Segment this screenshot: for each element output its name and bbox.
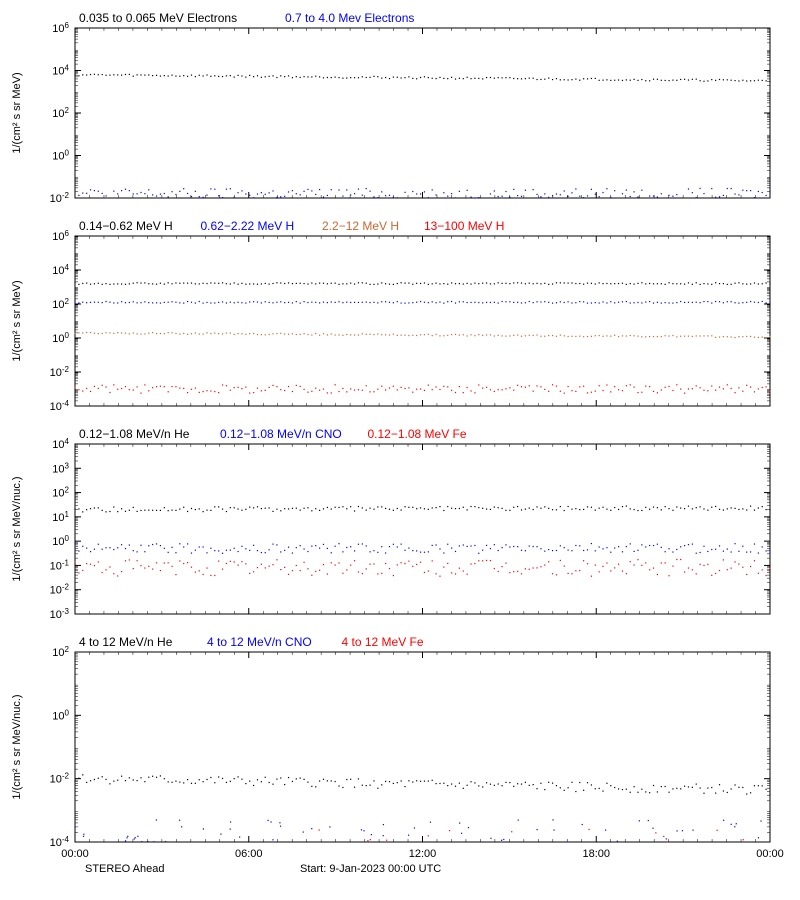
y-tick-label: 100	[52, 331, 69, 346]
y-axis-label: 1/(cm² s sr MeV/nuc.)	[11, 694, 23, 799]
y-axis-label: 1/(cm² s sr MeV)	[11, 280, 23, 361]
footer-center: Start: 9-Jan-2023 00:00 UTC	[300, 863, 441, 875]
legend-label: 0.12−1.08 MeV Fe	[368, 427, 467, 441]
x-tick-label: 12:00	[409, 848, 437, 860]
legend-label: 0.035 to 0.065 MeV Electrons	[79, 11, 237, 25]
legend-label: 4 to 12 MeV/n CNO	[207, 635, 312, 649]
y-tick-label: 104	[52, 63, 69, 78]
panel-frame	[75, 28, 770, 198]
y-tick-label: 106	[52, 229, 69, 244]
legend-label: 0.12−1.08 MeV/n He	[79, 427, 190, 441]
y-tick-label: 10-2	[50, 365, 70, 380]
series-group	[74, 774, 770, 842]
y-tick-label: 106	[52, 21, 69, 36]
y-tick-label: 104	[52, 263, 69, 278]
y-tick-label: 10-4	[50, 835, 70, 850]
y-tick-label: 100	[52, 534, 69, 549]
series-group	[74, 74, 770, 199]
legend-label: 0.14−0.62 MeV H	[79, 219, 173, 233]
legend-label: 13−100 MeV H	[424, 219, 504, 233]
legend-label: 0.62−2.22 MeV H	[201, 219, 295, 233]
x-tick-label: 06:00	[235, 848, 263, 860]
y-tick-label: 102	[52, 106, 69, 121]
panel-frame	[75, 444, 770, 614]
y-axis-label: 1/(cm² s sr MeV)	[11, 72, 23, 153]
y-tick-label: 10-2	[50, 191, 70, 206]
y-tick-label: 10-1	[50, 558, 70, 573]
y-tick-label: 102	[52, 485, 69, 500]
y-tick-label: 102	[52, 645, 69, 660]
y-tick-label: 100	[52, 148, 69, 163]
y-tick-label: 10-3	[50, 607, 70, 622]
footer-left: STEREO Ahead	[85, 863, 165, 875]
x-tick-label: 00:00	[756, 848, 784, 860]
legend-label: 4 to 12 MeV Fe	[342, 635, 424, 649]
legend-label: 0.7 to 4.0 Mev Electrons	[285, 11, 414, 25]
y-tick-label: 104	[52, 437, 69, 452]
legend-label: 0.12−1.08 MeV/n CNO	[220, 427, 342, 441]
series-group	[74, 282, 770, 394]
y-tick-label: 100	[52, 708, 69, 723]
series-group	[74, 505, 770, 576]
legend-label: 4 to 12 MeV/n He	[79, 635, 173, 649]
panel-frame	[75, 236, 770, 406]
x-tick-label: 00:00	[61, 848, 89, 860]
y-tick-label: 10-4	[50, 399, 70, 414]
chart-container: 10-2 100 102 104 106 1/(cm² s sr MeV) 0.035 to…	[0, 0, 800, 900]
chart-svg: 10-2 100 102 104 106 1/(cm² s sr MeV) 0.035 to…	[0, 0, 800, 900]
y-tick-label: 10-2	[50, 582, 70, 597]
panel-frame	[75, 652, 770, 842]
y-tick-label: 101	[52, 509, 69, 524]
y-tick-label: 10-2	[50, 771, 70, 786]
y-axis-label: 1/(cm² s sr MeV/nuc.)	[11, 476, 23, 581]
y-tick-label: 103	[52, 461, 69, 476]
legend-label: 2.2−12 MeV H	[322, 219, 399, 233]
x-tick-label: 18:00	[582, 848, 610, 860]
y-tick-label: 102	[52, 297, 69, 312]
